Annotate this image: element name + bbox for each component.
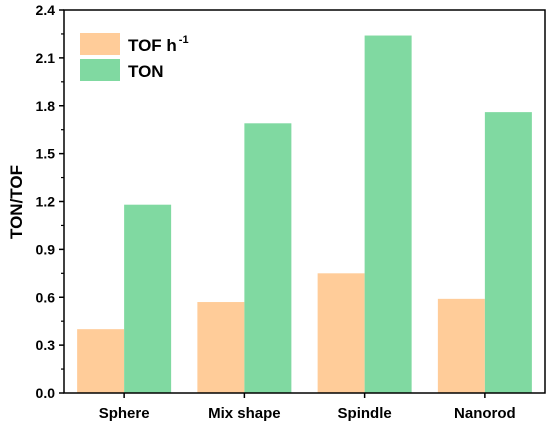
bar-tof-h-spindle: [317, 273, 365, 393]
y-tick-label: 1.2: [36, 194, 56, 210]
x-tick-label: Sphere: [99, 405, 150, 422]
y-tick-label: 1.5: [36, 146, 56, 162]
y-tick-label: 2.1: [36, 50, 56, 66]
x-tick-label: Spindle: [338, 405, 392, 422]
bar-tof-h-sphere: [77, 329, 125, 393]
bars-layer: [77, 35, 532, 394]
y-tick-label: 1.8: [36, 98, 56, 114]
legend-swatch-tof-h: [80, 33, 120, 55]
y-tick-label: 0.9: [36, 241, 56, 257]
y-tick-label: 0.6: [36, 289, 56, 305]
bar-tof-h-nanorod: [437, 298, 485, 393]
bar-ton-sphere: [124, 204, 172, 393]
legend-label-ton: TON: [128, 62, 164, 81]
y-tick-label: 0.3: [36, 337, 56, 353]
y-tick-label: 2.4: [36, 2, 56, 18]
legend-swatch-ton: [80, 59, 120, 81]
bar-ton-mix-shape: [244, 123, 292, 393]
bar-ton-spindle: [364, 35, 412, 394]
y-axis-title: TON/TOF: [7, 165, 26, 239]
y-tick-label: 0.0: [36, 385, 56, 401]
axes-layer: Sphere Mix shape Spindle Nanorod 0.0 0.3 0.6 0.…: [36, 2, 516, 422]
x-tick-label: Mix shape: [208, 405, 281, 422]
bar-ton-nanorod: [484, 112, 532, 393]
legend-label-tof-h: TOF h -1: [128, 34, 189, 55]
legend: TOF h -1 TON: [80, 33, 189, 81]
x-tick-label: Nanorod: [454, 405, 516, 422]
bar-tof-h-mix-shape: [197, 302, 245, 393]
